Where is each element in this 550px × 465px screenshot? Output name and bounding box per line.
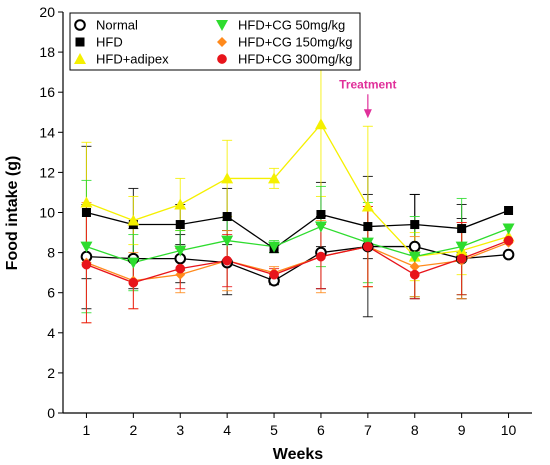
hfd-point xyxy=(316,210,326,220)
y-tick-label: 14 xyxy=(39,124,55,140)
hfd-adipex-point xyxy=(174,198,187,210)
x-axis-ticks: 1 2 3 4 5 6 7 8 9 10 xyxy=(83,413,517,438)
legend-marker-hfd-cg-150mg-kg xyxy=(217,37,227,47)
hfd-cg-50mg-kg-point xyxy=(502,223,515,235)
hfd-point xyxy=(410,220,420,230)
hfd-point xyxy=(222,212,232,222)
treatment-annotation: Treatment xyxy=(339,77,397,119)
x-tick-label: 8 xyxy=(411,422,419,438)
legend-marker-normal xyxy=(74,19,86,31)
hfd-cg-150mg-kg-point xyxy=(409,261,420,272)
y-tick-label: 4 xyxy=(47,325,55,341)
treatment-arrow-head xyxy=(363,109,372,119)
hfd-cg-300mg-kg-point xyxy=(363,241,373,252)
legend-marker-hfd xyxy=(75,37,85,47)
hfd-cg-300mg-kg-point xyxy=(456,253,467,264)
hfd-cg-50mg-kg-point xyxy=(455,241,468,253)
y-tick-label: 8 xyxy=(47,245,55,261)
legend-label-hfd-cg-150mg-kg: HFD+CG 150mg/kg xyxy=(238,35,353,50)
hfd-adipex-point xyxy=(127,214,140,226)
x-tick-label: 2 xyxy=(129,422,137,438)
hfd-cg-50mg-kg-line xyxy=(86,225,509,264)
legend-box xyxy=(69,12,361,71)
x-tick-label: 4 xyxy=(223,422,231,438)
x-axis-title: Weeks xyxy=(273,446,324,463)
hfd-cg-300mg-kg-point xyxy=(503,235,514,246)
hfd-line xyxy=(86,209,509,250)
y-tick-label: 18 xyxy=(39,44,55,60)
hfd-cg-300mg-kg-line xyxy=(86,239,509,284)
hfd-adipex-point xyxy=(268,172,281,184)
hfd-adipex-point xyxy=(80,196,93,208)
legend-marker-hfd-adipex xyxy=(74,53,86,64)
y-tick-label: 16 xyxy=(39,84,55,100)
treatment-label: Treatment xyxy=(339,77,396,91)
x-tick-label: 7 xyxy=(364,422,372,438)
hfd-cg-150mg-kg-line xyxy=(86,241,509,282)
x-tick-label: 6 xyxy=(317,422,325,438)
x-tick-label: 9 xyxy=(458,422,466,438)
y-axis-title: Food intake (g) xyxy=(4,156,21,271)
hfd-cg-50mg-kg-point xyxy=(408,251,421,263)
y-tick-label: 20 xyxy=(39,4,55,20)
hfd-cg-50mg-kg-point xyxy=(314,221,327,233)
hfd-cg-300mg-kg-point xyxy=(175,263,186,274)
legend-marker-hfd-cg-300mg-kg xyxy=(217,54,227,64)
x-tick-label: 1 xyxy=(83,422,91,438)
hfd-cg-300mg-kg-point xyxy=(222,255,232,266)
hfd-cg-50mg-kg-point xyxy=(127,257,140,269)
y-tick-label: 0 xyxy=(47,405,55,421)
hfd-cg-50mg-kg-point xyxy=(221,235,234,247)
legend: Normal HFD HFD+adipex HFD+CG 50mg/kg HFD+CG … xyxy=(69,12,361,71)
x-tick-label: 5 xyxy=(270,422,278,438)
hfd-cg-300mg-kg-point xyxy=(128,277,139,288)
legend-label-hfd-cg-300mg-kg: HFD+CG 300mg/kg xyxy=(238,52,353,67)
y-axis-ticks: 0 2 4 6 8 10 12 14 16 18 20 xyxy=(39,4,63,421)
hfd-cg-300mg-kg-point xyxy=(409,269,420,280)
legend-label-hfd-adipex: HFD+adipex xyxy=(96,52,169,67)
hfd-cg-50mg-kg-point xyxy=(268,241,281,253)
hfd-adipex-line xyxy=(86,123,509,258)
series-lines xyxy=(86,123,509,284)
legend-marker-hfd-cg-50mg-kg xyxy=(216,20,228,31)
hfd-adipex-point xyxy=(361,200,374,212)
normal-point xyxy=(408,240,421,253)
hfd-cg-300mg-kg-point xyxy=(269,269,279,280)
y-tick-label: 2 xyxy=(47,365,55,381)
y-tick-label: 6 xyxy=(47,285,55,301)
normal-point xyxy=(502,248,515,261)
y-tick-label: 12 xyxy=(39,164,55,180)
series-markers xyxy=(80,118,515,288)
x-tick-label: 3 xyxy=(176,422,184,438)
hfd-point xyxy=(363,222,373,232)
hfd-point xyxy=(457,224,467,234)
y-tick-label: 10 xyxy=(39,205,55,221)
hfd-point xyxy=(504,205,514,215)
hfd-point xyxy=(81,208,91,217)
normal-line xyxy=(86,245,509,282)
hfd-point xyxy=(175,220,185,230)
legend-label-hfd: HFD xyxy=(96,35,123,50)
hfd-cg-50mg-kg-point xyxy=(174,245,187,257)
hfd-adipex-point xyxy=(314,118,327,130)
legend-label-hfd-cg-50mg-kg: HFD+CG 50mg/kg xyxy=(238,18,345,33)
hfd-cg-300mg-kg-point xyxy=(316,251,326,262)
x-tick-label: 10 xyxy=(501,422,517,438)
hfd-cg-50mg-kg-point xyxy=(80,241,93,253)
legend-label-normal: Normal xyxy=(96,18,138,33)
hfd-adipex-point xyxy=(221,172,234,184)
hfd-cg-300mg-kg-point xyxy=(81,259,92,270)
